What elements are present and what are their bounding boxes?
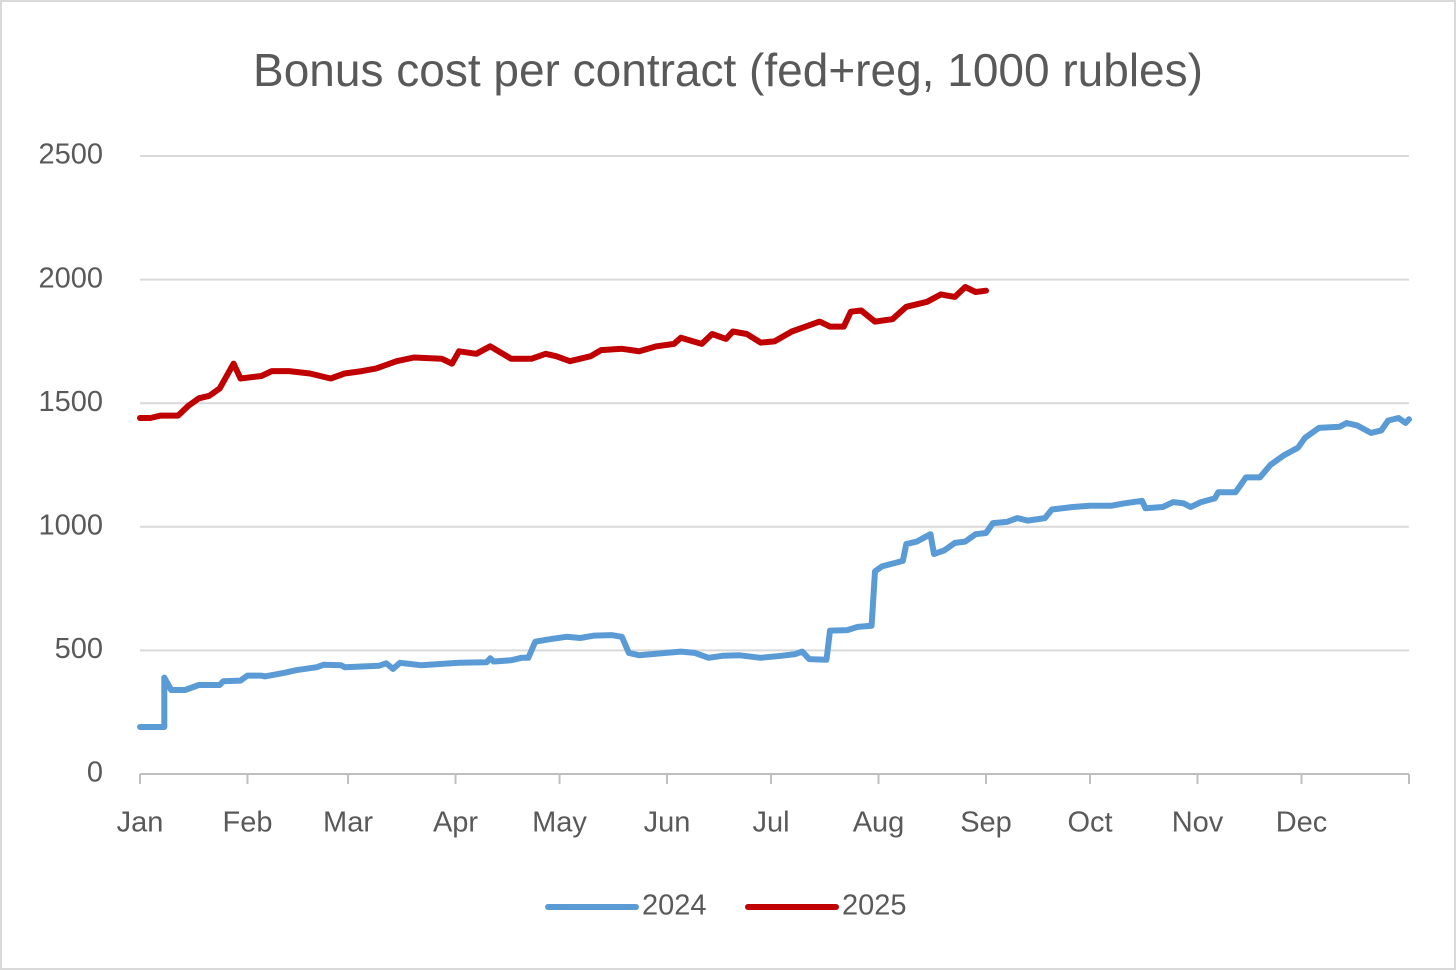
chart-title: Bonus cost per contract (fed+reg, 1000 r… (253, 44, 1203, 96)
x-tick-label: Sep (960, 807, 1012, 839)
x-tick-label: Feb (222, 807, 272, 839)
series-line (137, 284, 989, 421)
x-tick-label: Oct (1067, 807, 1112, 839)
x-tick-label: Nov (1172, 807, 1224, 839)
legend-label: 2024 (642, 890, 707, 922)
x-tick-label: May (532, 807, 587, 839)
y-tick-label: 1000 (38, 509, 103, 541)
x-tick-label: Aug (853, 807, 905, 839)
x-tick-label: Jan (117, 807, 164, 839)
x-tick-label: Jun (644, 807, 691, 839)
x-tick-label: Jul (752, 807, 789, 839)
y-tick-label: 0 (87, 757, 103, 789)
y-tick-label: 2500 (38, 139, 103, 171)
y-tick-label: 500 (55, 633, 103, 665)
series-line (137, 415, 1412, 730)
x-tick-label: Dec (1276, 807, 1328, 839)
y-tick-label: 1500 (38, 386, 103, 418)
x-tick-label: Mar (323, 807, 373, 839)
x-tick-label: Apr (433, 807, 478, 839)
legend-label: 2025 (842, 890, 907, 922)
y-tick-label: 2000 (38, 262, 103, 294)
